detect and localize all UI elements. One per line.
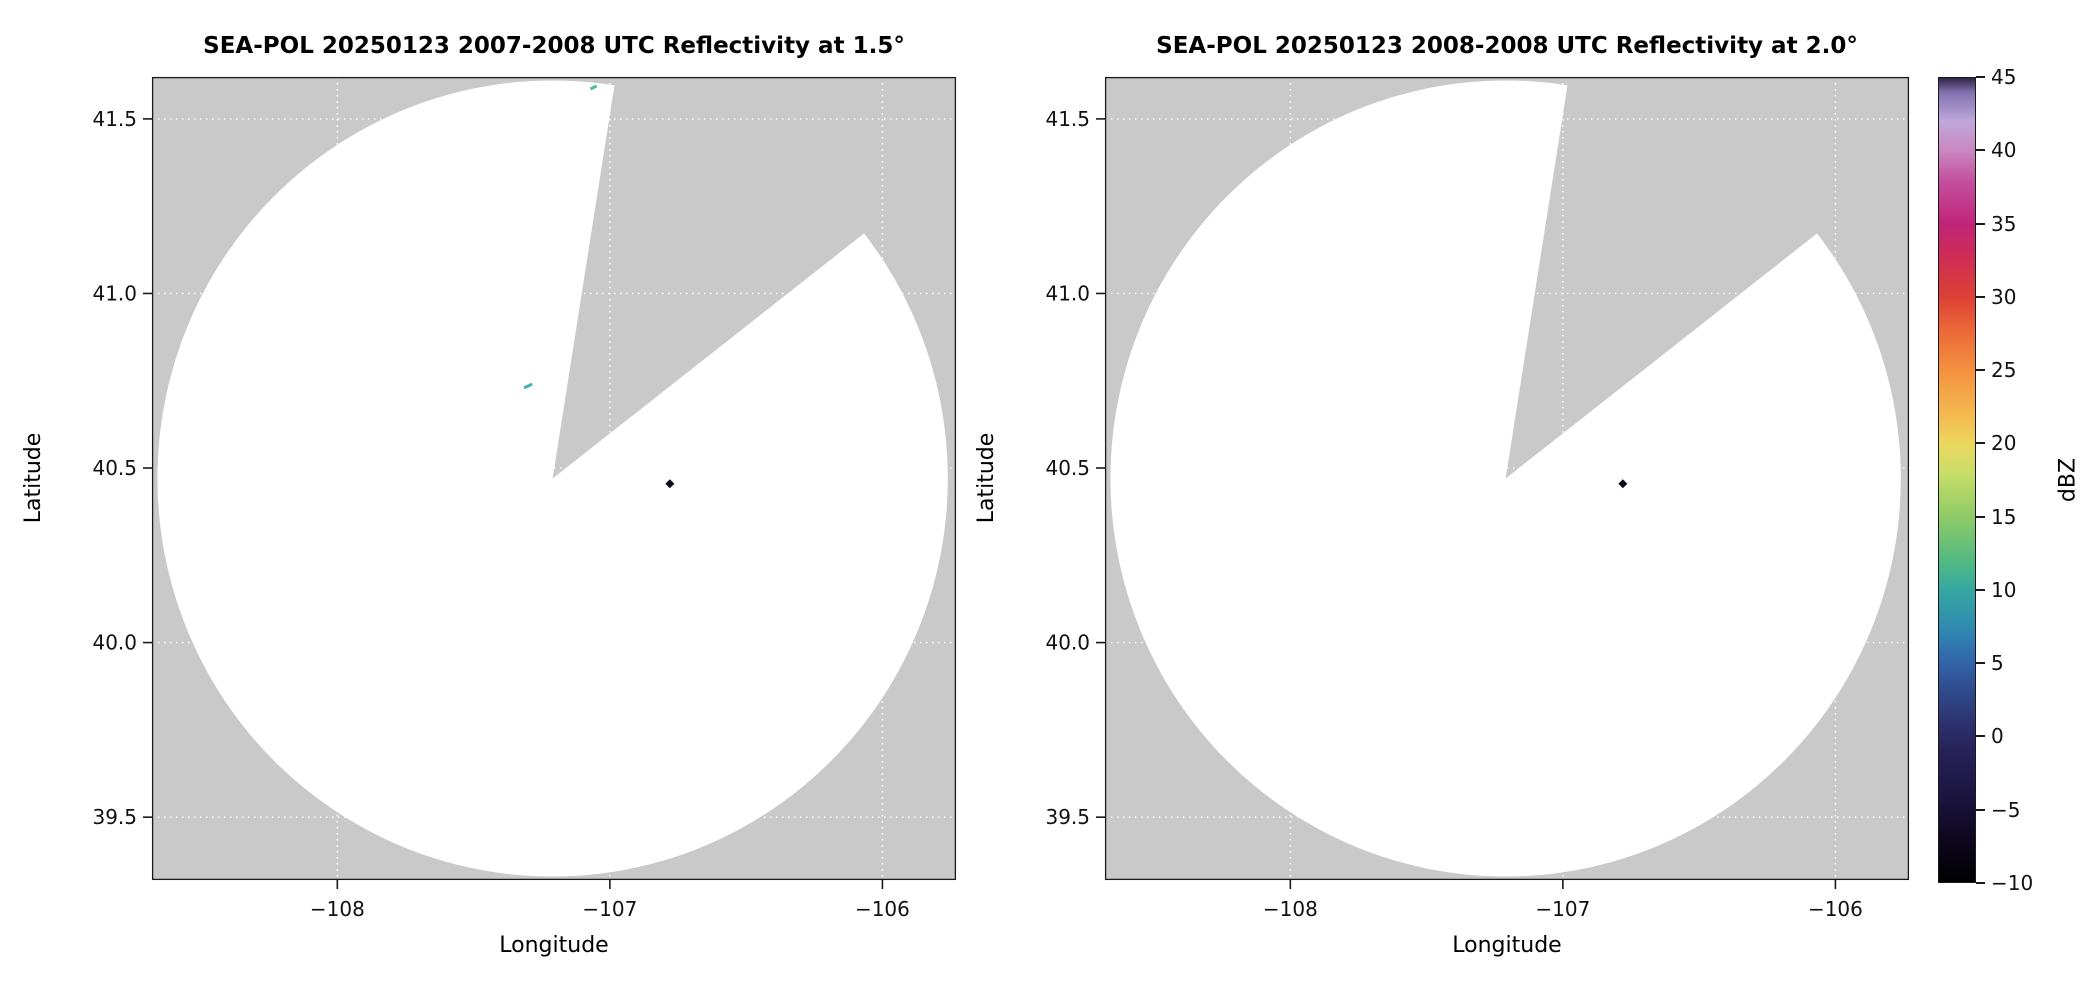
y-tick-label: 40.0	[1045, 631, 1090, 655]
colorbar-tick	[1976, 808, 1985, 811]
y-tick-label: 41.5	[92, 107, 137, 131]
missing-sector-wedge	[552, 77, 956, 479]
x-tick-label: −106	[855, 897, 910, 921]
x-tick-label: −107	[1535, 897, 1590, 921]
plot-title-left: SEA-POL 20250123 2007-2008 UTC Reflectiv…	[203, 33, 905, 59]
colorbar-tick-label: 5	[1991, 651, 2004, 676]
colorbar-tick	[1976, 882, 1985, 884]
colorbar-tick-label: 35	[1991, 211, 2017, 236]
y-tick-label: 41.0	[1045, 281, 1090, 305]
y-tick-label: 39.5	[1045, 805, 1090, 829]
echo-marker	[589, 84, 598, 91]
colorbar-gradient	[1938, 77, 1976, 883]
colorbar-tick-label: 40	[1991, 138, 2017, 163]
y-axis-label-right: Latitude	[974, 433, 999, 524]
plot-frame	[1104, 76, 1910, 881]
colorbar-tick	[1976, 588, 1985, 591]
colorbar-tick	[1976, 369, 1985, 372]
plot-title-right: SEA-POL 20250123 2008-2008 UTC Reflectiv…	[1156, 33, 1858, 59]
echo-marker	[1618, 479, 1628, 489]
colorbar-tick-label: 10	[1991, 577, 2017, 602]
colorbar-tick-label: −10	[1991, 871, 2034, 895]
y-tick-label: 41.0	[92, 281, 137, 305]
x-axis-label-left: Longitude	[499, 933, 608, 958]
colorbar-tick-label: 30	[1991, 284, 2017, 309]
colorbar: −10 −5 0 5 10 15 20 25 30 35 40 45 dBZ	[1938, 65, 2081, 895]
colorbar-tick-label: 0	[1991, 724, 2004, 749]
colorbar-tick-label: 25	[1991, 358, 2017, 383]
colorbar-tick-label: 20	[1991, 431, 2017, 456]
colorbar-tick	[1976, 735, 1985, 738]
y-tick-label: 40.0	[92, 631, 137, 655]
echo-marker	[523, 382, 533, 390]
x-axis-label-right: Longitude	[1452, 933, 1561, 958]
colorbar-tick	[1976, 295, 1985, 298]
colorbar-tick	[1976, 76, 1985, 78]
y-axis-label-left: Latitude	[21, 433, 46, 524]
colorbar-tick	[1976, 222, 1985, 225]
plot-frame	[151, 76, 957, 881]
y-tick-label: 40.5	[1045, 456, 1090, 480]
x-tick-label: −107	[582, 897, 637, 921]
y-tick-label: 41.5	[1045, 107, 1090, 131]
radar-plot-right: −108 −107 −106 39.5 40.0 40.5 41.0 41.5 SEA-POL…	[974, 33, 1910, 958]
colorbar-tick-label: 45	[1991, 65, 2017, 89]
echo-marker	[665, 479, 675, 489]
radar-panel-right: −108 −107 −106 39.5 40.0 40.5 41.0 41.5 SEA-POL…	[974, 33, 1910, 958]
y-tick-label: 40.5	[92, 456, 137, 480]
x-tick-label: −108	[1263, 897, 1318, 921]
colorbar-tick	[1976, 515, 1985, 518]
x-tick-label: −108	[310, 897, 365, 921]
colorbar-tick	[1976, 662, 1985, 665]
colorbar-tick-label: −5	[1991, 797, 2021, 822]
x-tick-label: −106	[1808, 897, 1863, 921]
colorbar-tick-label: 15	[1991, 504, 2017, 529]
colorbar-tick	[1976, 442, 1985, 445]
colorbar-title: dBZ	[2055, 457, 2081, 503]
radar-plot-left: −108 −107 −106 39.5 40.0 40.5 41.0 41.5 SEA-POL…	[21, 33, 957, 958]
y-tick-label: 39.5	[92, 805, 137, 829]
radar-panel-left: −108 −107 −106 39.5 40.0 40.5 41.0 41.5 SEA-POL…	[21, 33, 957, 958]
colorbar-tick	[1976, 149, 1985, 152]
missing-sector-wedge	[1505, 77, 1909, 479]
